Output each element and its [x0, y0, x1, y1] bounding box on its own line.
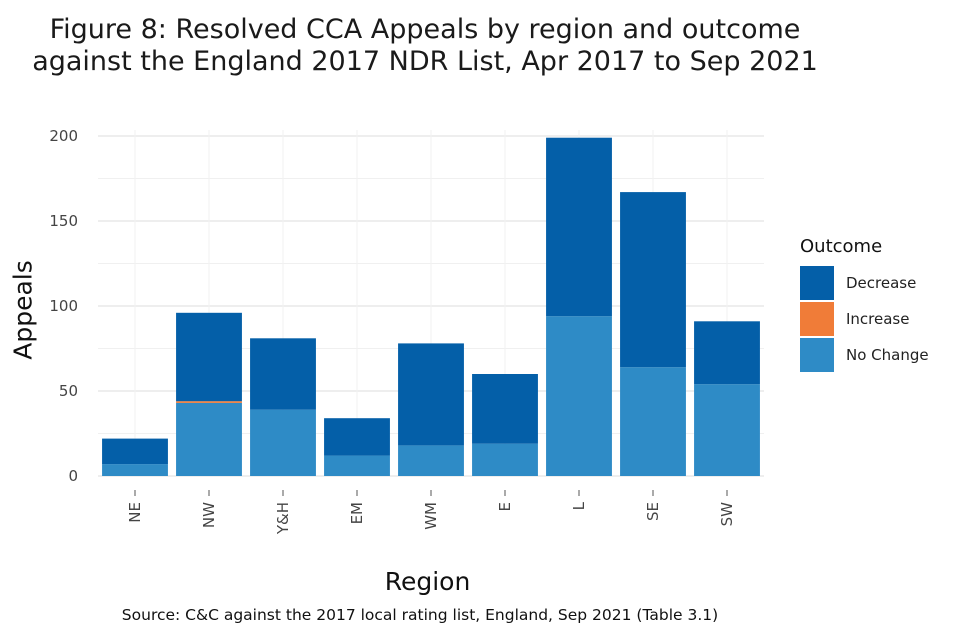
- bar-decrease-sw: [694, 321, 760, 385]
- legend-swatch: [800, 338, 834, 372]
- y-tick-label: 150: [49, 212, 78, 230]
- bar-decrease-em: [324, 418, 390, 456]
- bar-decrease-ne: [102, 438, 168, 465]
- bar-no-change-l: [546, 316, 612, 476]
- legend-swatch: [800, 302, 834, 336]
- bar-no-change-ne: [102, 464, 168, 476]
- y-tick-label: 100: [49, 297, 78, 315]
- chart-title: Figure 8: Resolved CCA Appeals by region…: [0, 14, 850, 78]
- legend-item: No Change: [800, 337, 929, 373]
- bar-decrease-nw: [176, 312, 242, 402]
- bar-no-change-se: [620, 367, 686, 476]
- bar-no-change-yh: [250, 409, 316, 476]
- y-axis-label-box: Appeals: [8, 245, 38, 375]
- x-tick-label: NW: [200, 502, 218, 528]
- bar-no-change-wm: [398, 445, 464, 476]
- y-axis-label: Appeals: [8, 260, 38, 360]
- bar-no-change-sw: [694, 384, 760, 476]
- x-tick-label: SW: [718, 502, 736, 527]
- x-tick-label: EM: [348, 502, 366, 524]
- bar-decrease-se: [620, 192, 686, 368]
- y-tick-label: 50: [59, 382, 78, 400]
- legend: Outcome Decrease Increase No Change: [800, 236, 929, 373]
- bar-decrease-e: [472, 374, 538, 444]
- chart-title-line-2: against the England 2017 NDR List, Apr 2…: [32, 46, 818, 77]
- bar-increase-nw: [176, 401, 242, 403]
- x-tick-label: NE: [126, 502, 144, 523]
- bar-no-change-nw: [176, 402, 242, 476]
- legend-items: Decrease Increase No Change: [800, 265, 929, 373]
- legend-label: Decrease: [846, 274, 917, 292]
- x-tick-label: L: [570, 501, 588, 510]
- x-tick-label: E: [496, 502, 514, 511]
- bar-decrease-yh: [250, 338, 316, 410]
- y-tick-label: 200: [49, 127, 78, 145]
- legend-swatch: [800, 266, 834, 300]
- bar-no-change-em: [324, 455, 390, 476]
- legend-item: Increase: [800, 301, 929, 337]
- legend-title: Outcome: [800, 236, 883, 257]
- bar-decrease-wm: [398, 343, 464, 446]
- legend-label: No Change: [846, 346, 929, 364]
- x-tick-label: SE: [644, 502, 662, 521]
- legend-item: Decrease: [800, 265, 929, 301]
- bar-decrease-l: [546, 137, 612, 317]
- chart-title-line-1: Figure 8: Resolved CCA Appeals by region…: [49, 14, 801, 45]
- x-tick-label: WM: [422, 502, 440, 530]
- y-tick-label: 0: [68, 467, 78, 485]
- bar-no-change-e: [472, 443, 538, 476]
- x-tick-label: Y&H: [274, 502, 292, 535]
- legend-label: Increase: [846, 310, 910, 328]
- x-axis-label: Region: [384, 567, 471, 596]
- source-note: Source: C&C against the 2017 local ratin…: [121, 606, 719, 624]
